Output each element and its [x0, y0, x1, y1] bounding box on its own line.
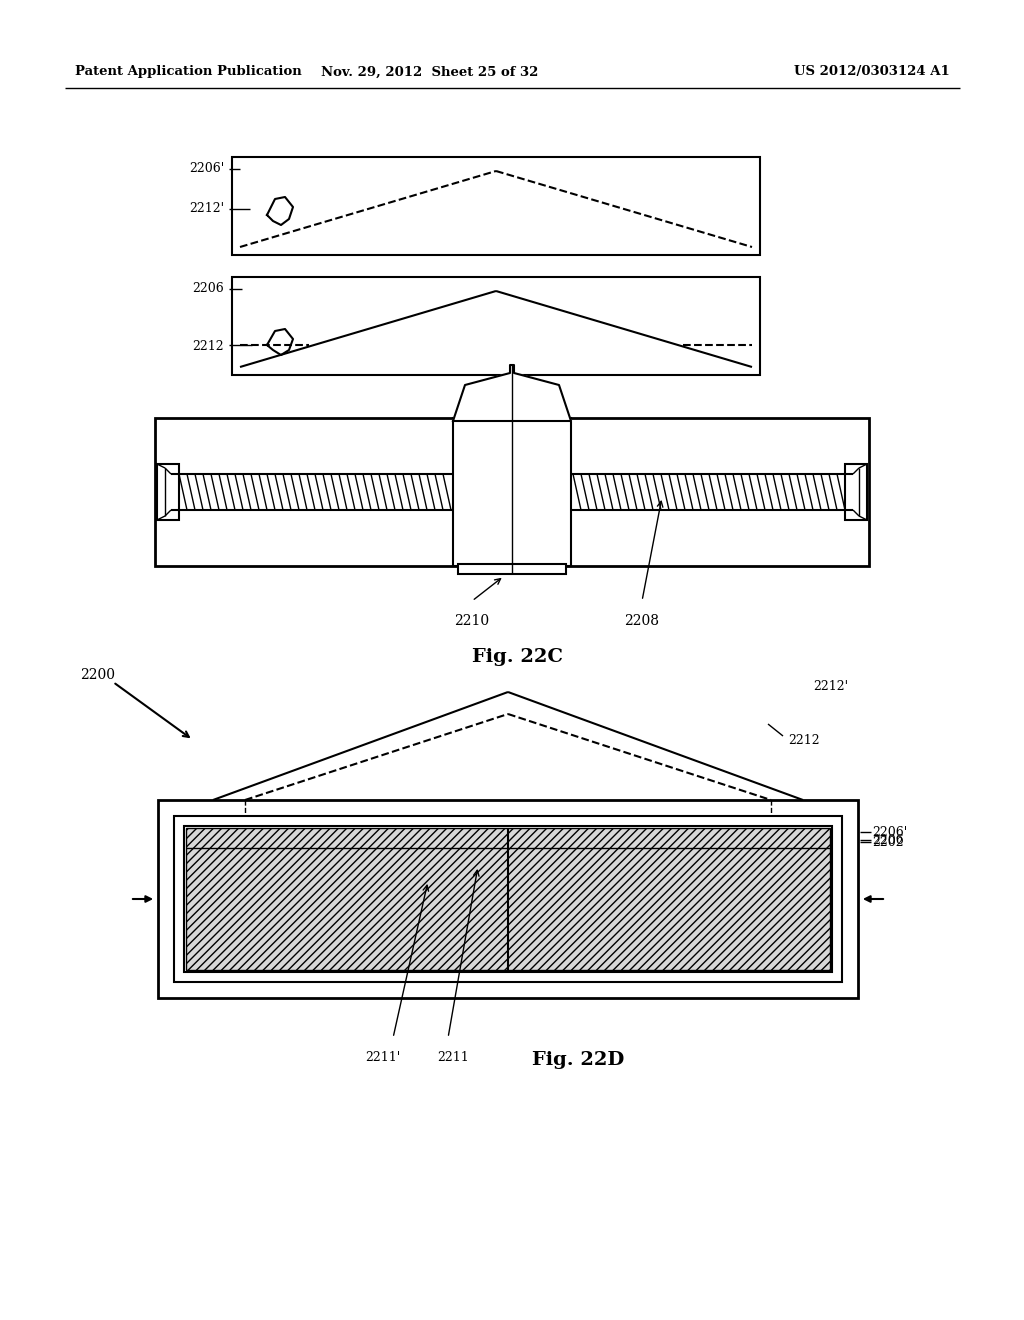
Text: 2206': 2206'	[188, 162, 224, 176]
Text: Fig. 22D: Fig. 22D	[531, 1051, 625, 1069]
Text: Fig. 22C: Fig. 22C	[471, 648, 562, 667]
Polygon shape	[453, 366, 571, 421]
Text: 2202: 2202	[872, 836, 903, 849]
Bar	[232, 157, 760, 255]
Text: US 2012/0303124 A1: US 2012/0303124 A1	[795, 66, 950, 78]
Text: 2211': 2211'	[366, 1051, 400, 1064]
Bar	[453, 418, 571, 566]
Text: 2206: 2206	[872, 833, 904, 846]
Text: 2212: 2212	[788, 734, 819, 747]
Text: 2206': 2206'	[872, 825, 907, 838]
Bar	[158, 800, 858, 998]
Text: Nov. 29, 2012  Sheet 25 of 32: Nov. 29, 2012 Sheet 25 of 32	[322, 66, 539, 78]
Text: 2206: 2206	[193, 282, 224, 296]
Text: 2210: 2210	[455, 614, 489, 628]
Bar	[157, 465, 179, 520]
Text: 2208: 2208	[625, 614, 659, 628]
Text: Patent Application Publication: Patent Application Publication	[75, 66, 302, 78]
Text: 2212': 2212'	[188, 202, 224, 215]
Text: 2212: 2212	[193, 341, 224, 354]
Text: 2212': 2212'	[813, 681, 848, 693]
Bar	[186, 828, 830, 970]
Bar	[458, 564, 566, 574]
Bar	[155, 418, 869, 566]
Bar	[174, 816, 842, 982]
Bar	[232, 277, 760, 375]
Bar	[845, 465, 867, 520]
Text: 2211: 2211	[437, 1051, 469, 1064]
Bar	[184, 826, 831, 972]
Text: 2200: 2200	[81, 668, 116, 682]
